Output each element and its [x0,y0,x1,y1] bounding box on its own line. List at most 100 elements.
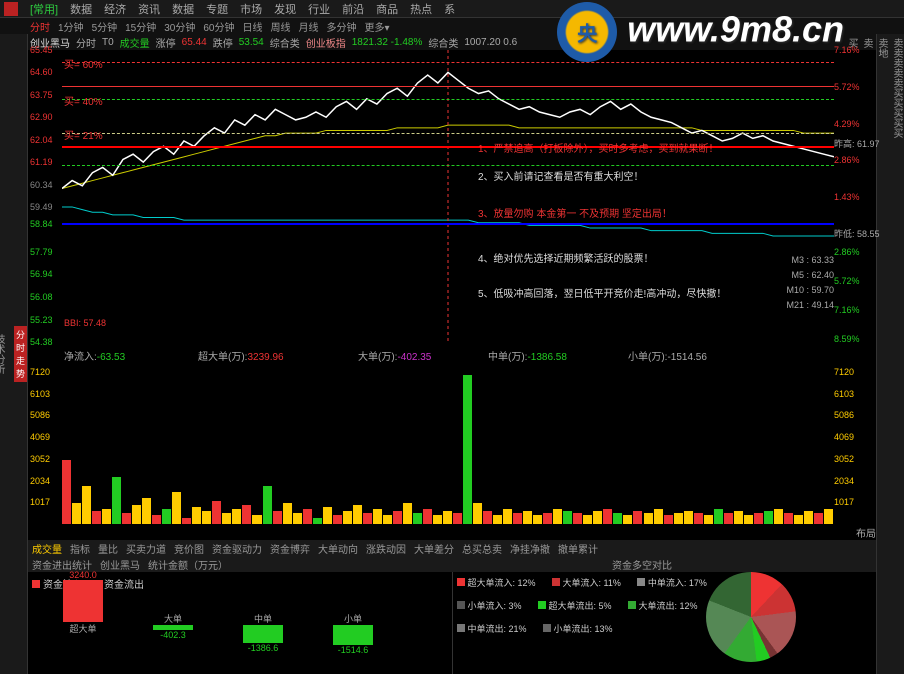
app-logo-icon [4,2,18,16]
bottom-panels: 资金流入资金流出 3240.0超大单大单-402.3中单-1386.6小单-15… [28,572,876,674]
indicator-tab[interactable]: 成交量 [32,541,62,556]
vol-axis-left: 7120610350864069305220341017 [30,372,62,540]
idx-val: 1821.32 -1.48% [352,37,423,48]
time-item[interactable]: 5分钟 [92,19,118,34]
fund-flow-bar: 大单-402.3 [148,612,198,640]
nav-item[interactable]: 资讯 [138,1,160,17]
price-axis-right: 7.16%5.72%4.29%2.86%1.43%昨高: 61.97昨低: 58… [834,50,874,372]
nav-item[interactable]: 市场 [240,1,262,17]
time-item[interactable]: 更多▾ [365,19,390,34]
orderbook-item: 卖卖卖卖卖买买买买买 [889,38,904,664]
buy-level-tag: 买= 60% [64,56,103,71]
bbi-label: BBI: 57.48 [64,318,106,328]
indicator-tab[interactable]: 量比 [98,541,118,556]
time-item[interactable]: 多分钟 [327,19,357,34]
stats-tabs: 资金进出统计创业黑马统计金额（万元）资金多空对比 [28,556,876,572]
flow-stat: 小单(万):-1514.56 [628,348,707,363]
cat2-lbl: 综合类 [428,35,458,50]
flow-stat: 净流入:-63.53 [64,348,125,363]
sidebar-item[interactable]: 技术分析 [0,334,6,374]
volume-chart[interactable]: 7120610350864069305220341017 71206103508… [28,372,876,540]
indicator-tab[interactable]: 撤单累计 [558,541,598,556]
chart-annotation: 2、买入前请记查看是否有重大利空！ [478,168,644,183]
time-item[interactable]: 30分钟 [164,19,195,34]
dn-lbl: 跌停 [213,35,233,50]
nav-item[interactable]: 发现 [274,1,296,17]
indicator-tab[interactable]: 竞价图 [174,541,204,556]
idx-lbl: 创业板指 [306,35,346,50]
nav-item[interactable]: 热点 [410,1,432,17]
nav-item[interactable]: 数据 [70,1,92,17]
watermark: www.9m8.cn [557,2,844,62]
time-item[interactable]: 1分钟 [58,19,84,34]
flow-stat: 大单(万):-402.35 [358,348,431,363]
buy-level-tag: 买= 40% [64,93,103,108]
legend-item: 超大单流出: 5% [538,599,612,612]
nav-item[interactable]: 系 [444,1,455,17]
cat2-val: 1007.20 0.6 [464,37,517,48]
time-item[interactable]: 日线 [243,19,263,34]
buy-level-tag: 买= 21% [64,127,103,142]
up-val: 65.44 [182,37,207,48]
legend-item: 小单流入: 3% [457,599,522,612]
price-axis-left: 65.4564.6063.7562.9062.0461.1960.3459.49… [30,50,62,372]
ma-label: M10 : 59.70 [786,285,834,295]
orderbook-item: 卖地 [874,38,889,664]
indicator-tab[interactable]: 涨跌动因 [366,541,406,556]
cat-lbl: 综合类 [270,35,300,50]
ma-label: M5 : 62.40 [791,270,834,280]
indicator-tab[interactable]: 买卖力道 [126,541,166,556]
up-lbl: 涨停 [156,35,176,50]
chart-annotation: 3、放量勿购 本金第一 不及预期 坚定出局！ [478,205,672,220]
time-nav-prefix: 分时 [30,19,50,34]
nav-item[interactable]: 数据 [172,1,194,17]
legend-item: 大单流入: 11% [552,576,621,589]
nav-item[interactable]: 前沿 [342,1,364,17]
volume-bars [62,372,834,524]
stats-tab[interactable]: 统计金额（万元） [148,557,228,572]
nav-item[interactable]: [常用] [30,1,58,17]
indicator-tab[interactable]: 净挂净撤 [510,541,550,556]
t0-label: T0 [102,37,114,48]
dn-val: 53.54 [239,37,264,48]
nav-item[interactable]: 经济 [104,1,126,17]
nav-item[interactable]: 商品 [376,1,398,17]
fund-flow-panel: 资金流入资金流出 3240.0超大单大单-402.3中单-1386.6小单-15… [28,572,453,674]
time-item[interactable]: 周线 [271,19,291,34]
legend-item: 中单流出: 21% [457,622,527,635]
nav-item[interactable]: 专题 [206,1,228,17]
right-sidebar: 卖卖卖卖卖买买买买买卖地卖买一 [876,34,904,674]
legend-item: 超大单流入: 12% [457,576,536,589]
flow-stat: 中单(万):-1386.58 [488,348,567,363]
indicator-tab[interactable]: 指标 [70,541,90,556]
ma-label: M21 : 49.14 [786,300,834,310]
chart-annotation: 4、绝对优先选择近期频繁活跃的股票！ [478,250,654,265]
nav-item[interactable]: 行业 [308,1,330,17]
time-item[interactable]: 15分钟 [125,19,156,34]
watermark-logo-icon [557,2,617,62]
vol-label: 成交量 [120,35,150,50]
price-chart[interactable]: 65.4564.6063.7562.9062.0461.1960.3459.49… [28,50,876,372]
mode-label: 分时 [76,35,96,50]
ma-label: M3 : 63.33 [791,255,834,265]
time-item[interactable]: 60分钟 [203,19,234,34]
fund-flow-bar: 中单-1386.6 [238,612,288,653]
time-item[interactable]: 月线 [299,19,319,34]
indicator-tab[interactable]: 资金博弈 [270,541,310,556]
layout-label[interactable]: 布局 [856,525,876,540]
fund-flow-bar: 小单-1514.6 [328,612,378,655]
indicator-tab[interactable]: 大单差分 [414,541,454,556]
fund-flow-bars: 3240.0超大单大单-402.3中单-1386.6小单-1514.6 [38,592,442,670]
legend-item: 大单流出: 12% [628,599,698,612]
fund-flow-bar: 3240.0超大单 [58,570,108,635]
indicator-tab[interactable]: 资金驱动力 [212,541,262,556]
legend-item: 小单流出: 13% [543,622,613,635]
chart-annotation: 5、低吸冲高回落，翌日低平开竞价走!高冲动，尽快撤！ [478,285,726,300]
indicator-tab[interactable]: 大单动向 [318,541,358,556]
vol-axis-right: 7120610350864069305220341017 [834,372,874,540]
watermark-text: www.9m8.cn [627,9,844,50]
fund-ratio-pie [706,572,796,662]
stats-tab-right[interactable]: 资金多空对比 [612,557,672,572]
chart-annotation: 1、严禁追高（打板除外），买时多考虑，买到就果断！ [478,140,719,155]
indicator-tab[interactable]: 总买总卖 [462,541,502,556]
